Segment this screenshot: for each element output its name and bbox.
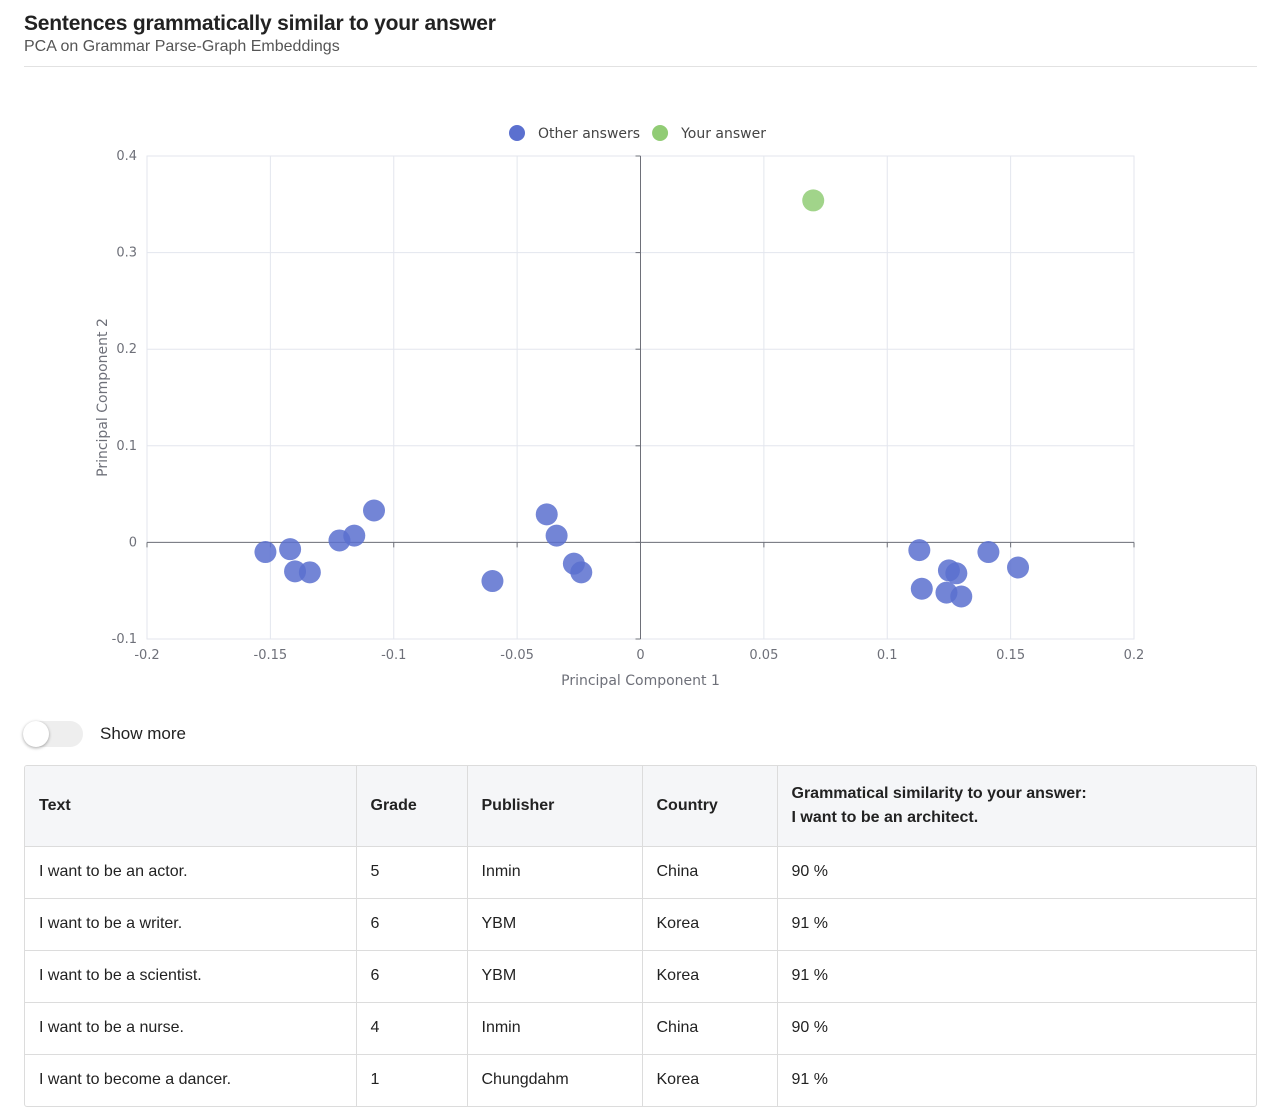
cell-similarity: 91 % xyxy=(791,1071,828,1088)
column-header-similarity[interactable]: Grammatical similarity to your answer: I… xyxy=(777,766,1256,847)
cell-text: I want to be an actor. xyxy=(25,846,357,899)
cell-country: Korea xyxy=(642,950,778,1003)
table-row: I want to be a writer. 6 YBM Korea 91 % xyxy=(25,898,1256,951)
y-tick-label: 0.3 xyxy=(116,246,137,261)
x-tick-label: -0.05 xyxy=(500,648,534,663)
similarity-header-line2: I want to be an architect. xyxy=(791,808,979,826)
cell-publisher: Inmin xyxy=(467,846,643,899)
show-more-row: Show more xyxy=(23,721,186,747)
cell-text: I want to be a writer. xyxy=(25,898,357,951)
table-row: I want to be a nurse. 4 Inmin China 90 % xyxy=(25,1002,1256,1055)
table-row: I want to be a scientist. 6 YBM Korea 91… xyxy=(25,950,1256,1003)
cell-country: China xyxy=(642,846,778,899)
x-axis-title: Principal Component 1 xyxy=(561,673,720,689)
table-header-row: Text Grade Publisher Country Grammatical… xyxy=(25,766,1256,847)
toggle-knob[interactable] xyxy=(23,721,49,747)
page-header: Sentences grammatically similar to your … xyxy=(24,12,1257,56)
scatter-point xyxy=(910,577,933,600)
legend-marker xyxy=(652,125,669,141)
similarity-header-line1: Grammatical similarity to your answer: xyxy=(791,784,1087,802)
scatter-point xyxy=(570,561,593,584)
column-header-publisher[interactable]: Publisher xyxy=(467,766,643,847)
column-header-text[interactable]: Text xyxy=(25,766,357,847)
table-row: I want to be an actor. 5 Inmin China 90 … xyxy=(25,846,1256,899)
cell-grade: 4 xyxy=(356,1002,468,1055)
column-header-country[interactable]: Country xyxy=(642,766,778,847)
x-tick-label: 0 xyxy=(636,648,644,663)
pca-scatter-chart: -0.2 -0.15 -0.1 -0.05 0 0.05 0.1 0.15 0.2 -0.1 0 0.… xyxy=(95,125,1145,689)
cell-grade: 6 xyxy=(356,950,468,1003)
cell-similarity: 90 % xyxy=(777,1002,1256,1055)
show-more-label: Show more xyxy=(100,724,186,743)
y-tick-label: 0.1 xyxy=(116,439,137,454)
cell-country: China xyxy=(642,1002,778,1055)
y-tick-label: -0.1 xyxy=(112,632,137,647)
scatter-point xyxy=(977,541,1000,564)
cell-grade: 5 xyxy=(356,846,468,899)
scatter-point xyxy=(802,189,825,212)
column-header-grade[interactable]: Grade xyxy=(356,766,468,847)
scatter-point xyxy=(535,503,558,526)
scatter-point xyxy=(298,561,321,584)
y-tick-label: 0.4 xyxy=(116,149,137,164)
show-more-toggle[interactable] xyxy=(23,721,83,747)
cell-text: I want to be a nurse. xyxy=(25,1002,357,1055)
cell-country: Korea xyxy=(642,898,778,951)
cell-text: I want to become a dancer. xyxy=(25,1054,357,1106)
x-tick-label: -0.1 xyxy=(381,648,406,663)
scatter-point xyxy=(545,524,568,547)
cell-publisher: Inmin xyxy=(467,1002,643,1055)
cell-grade: 6 xyxy=(356,898,468,951)
scatter-point xyxy=(363,499,386,522)
cell-country: Korea xyxy=(642,1054,778,1106)
scatter-point xyxy=(481,570,504,593)
cell-publisher: YBM xyxy=(467,898,643,951)
cell-publisher: Chungdahm xyxy=(467,1054,643,1106)
x-tick-label: -0.15 xyxy=(254,648,288,663)
header-divider xyxy=(24,66,1257,67)
scatter-point xyxy=(945,562,968,585)
legend-label: Other answers xyxy=(538,126,640,142)
table-row: I want to become a dancer. 1 Chungdahm K… xyxy=(25,1054,1256,1106)
scatter-point xyxy=(950,585,973,608)
y-axis-title: Principal Component 2 xyxy=(95,318,111,477)
legend-label: Your answer xyxy=(680,126,766,142)
cell-text: I want to be a scientist. xyxy=(25,950,357,1003)
scatter-point xyxy=(908,539,931,562)
x-tick-label: 0.15 xyxy=(996,648,1025,663)
scatter-point xyxy=(279,538,302,561)
page-subtitle: PCA on Grammar Parse-Graph Embeddings xyxy=(24,38,340,55)
cell-publisher: YBM xyxy=(467,950,643,1003)
similar-sentences-table: Text Grade Publisher Country Grammatical… xyxy=(24,765,1257,1107)
legend-marker xyxy=(509,125,525,141)
scatter-point xyxy=(343,524,366,547)
x-tick-label: 0.05 xyxy=(749,648,778,663)
x-tick-label: 0.1 xyxy=(877,648,898,663)
y-tick-label: 0.2 xyxy=(116,342,137,357)
scatter-point xyxy=(1007,556,1030,579)
page-title: Sentences grammatically similar to your … xyxy=(24,12,496,35)
y-tick-label: 0 xyxy=(129,535,137,550)
cell-similarity: 90 % xyxy=(777,846,1256,899)
cell-similarity: 91 % xyxy=(777,898,1256,951)
cell-similarity: 91 % xyxy=(777,950,1256,1003)
x-tick-label: -0.2 xyxy=(134,648,159,663)
scatter-point xyxy=(254,541,277,564)
cell-grade: 1 xyxy=(356,1054,468,1106)
x-tick-label: 0.2 xyxy=(1124,648,1145,663)
